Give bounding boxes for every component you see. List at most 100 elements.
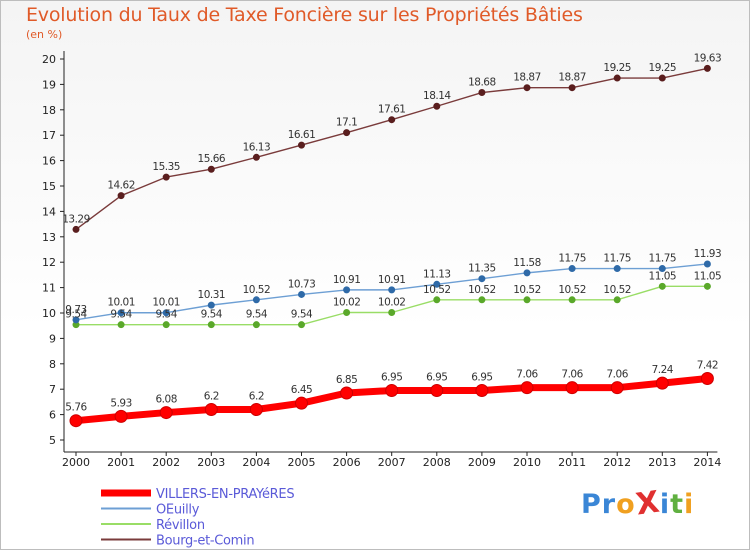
data-point bbox=[703, 260, 711, 268]
data-label: 13.29 bbox=[62, 213, 90, 225]
data-label: 11.93 bbox=[694, 248, 722, 260]
data-label: 19.25 bbox=[603, 62, 631, 74]
data-label: 11.75 bbox=[558, 253, 586, 265]
data-point bbox=[117, 309, 125, 317]
data-point bbox=[478, 89, 486, 97]
logo-letter: r bbox=[601, 489, 617, 520]
x-tick-label: 2009 bbox=[468, 456, 496, 469]
data-point bbox=[658, 265, 666, 273]
series-line-3 bbox=[75, 67, 708, 230]
data-label: 9.54 bbox=[246, 309, 268, 321]
y-tick-label: 13 bbox=[42, 231, 56, 244]
data-label: 11.13 bbox=[423, 268, 451, 280]
data-point bbox=[565, 381, 579, 395]
data-point bbox=[207, 165, 215, 173]
data-point bbox=[388, 308, 396, 316]
data-label: 6.85 bbox=[336, 374, 357, 386]
data-point bbox=[72, 225, 80, 233]
data-point bbox=[568, 265, 576, 273]
data-label: 10.52 bbox=[513, 284, 541, 296]
y-tick-label: 16 bbox=[42, 155, 56, 168]
data-label: 10.91 bbox=[333, 274, 361, 286]
data-label: 11.35 bbox=[468, 263, 496, 275]
y-tick-label: 14 bbox=[42, 205, 56, 218]
data-label: 6.95 bbox=[426, 371, 447, 383]
data-label: 10.73 bbox=[288, 278, 316, 290]
data-point bbox=[610, 381, 624, 395]
data-point bbox=[343, 129, 351, 137]
data-point bbox=[700, 372, 714, 386]
y-tick-label: 6 bbox=[49, 409, 56, 422]
data-point bbox=[658, 282, 666, 290]
data-label: 7.06 bbox=[607, 369, 629, 381]
x-tick-label: 2006 bbox=[333, 456, 361, 469]
data-label: 6.08 bbox=[156, 394, 177, 406]
data-point bbox=[703, 64, 711, 72]
data-label: 10.52 bbox=[423, 284, 451, 296]
data-label: 10.91 bbox=[378, 274, 406, 286]
data-point bbox=[117, 321, 125, 329]
x-tick-label: 2001 bbox=[107, 456, 135, 469]
data-point bbox=[703, 282, 711, 290]
x-tick-label: 2012 bbox=[603, 456, 631, 469]
data-label: 10.01 bbox=[152, 297, 180, 309]
y-tick-label: 10 bbox=[42, 307, 56, 320]
data-label: 11.58 bbox=[513, 257, 541, 269]
data-label: 19.63 bbox=[694, 52, 722, 64]
data-point bbox=[207, 301, 215, 309]
data-point bbox=[72, 316, 80, 324]
x-tick-label: 2014 bbox=[693, 456, 721, 469]
y-tick-label: 9 bbox=[49, 332, 56, 345]
y-tick-label: 11 bbox=[42, 282, 56, 295]
data-label: 18.68 bbox=[468, 77, 496, 89]
data-point bbox=[69, 414, 83, 428]
legend-label: VILLERS-EN-PRAYéRES bbox=[156, 487, 294, 502]
data-point bbox=[162, 309, 170, 317]
data-point bbox=[433, 296, 441, 304]
data-point bbox=[613, 74, 621, 82]
data-point bbox=[204, 403, 218, 417]
data-point bbox=[523, 269, 531, 277]
data-point bbox=[298, 321, 305, 329]
data-point bbox=[162, 173, 170, 181]
x-tick-label: 2002 bbox=[152, 456, 180, 469]
data-label: 10.31 bbox=[198, 289, 226, 301]
logo-letter: i bbox=[684, 489, 695, 520]
data-point bbox=[478, 275, 486, 283]
data-label: 14.62 bbox=[107, 180, 135, 192]
logo-letter: t bbox=[670, 489, 685, 520]
x-tick-label: 2004 bbox=[242, 456, 270, 469]
data-point bbox=[117, 192, 125, 200]
y-tick-label: 18 bbox=[42, 104, 56, 117]
data-point bbox=[343, 308, 351, 316]
data-point bbox=[523, 84, 531, 92]
data-label: 10.52 bbox=[468, 284, 496, 296]
x-tick-label: 2007 bbox=[378, 456, 406, 469]
data-point bbox=[385, 383, 399, 397]
data-label: 16.61 bbox=[288, 129, 316, 141]
data-point bbox=[478, 296, 486, 304]
data-point bbox=[159, 406, 173, 420]
data-label: 10.02 bbox=[333, 296, 361, 308]
data-label: 7.06 bbox=[516, 369, 538, 381]
data-point bbox=[433, 102, 441, 110]
data-point bbox=[475, 383, 489, 397]
data-point bbox=[252, 321, 260, 329]
logo-letter: o bbox=[616, 489, 636, 520]
x-tick-label: 2010 bbox=[513, 456, 541, 469]
data-label: 9.73 bbox=[65, 304, 86, 316]
data-label: 15.35 bbox=[152, 161, 180, 173]
data-label: 7.24 bbox=[652, 364, 674, 376]
data-point bbox=[388, 116, 396, 124]
data-point bbox=[568, 296, 576, 304]
data-label: 18.87 bbox=[513, 72, 541, 84]
data-label: 17.61 bbox=[378, 104, 406, 116]
data-label: 11.75 bbox=[603, 253, 631, 265]
logo-letter: i bbox=[659, 489, 671, 520]
legend-label: OEuilly bbox=[156, 503, 200, 518]
data-label: 10.52 bbox=[243, 284, 271, 296]
data-label: 19.25 bbox=[649, 62, 677, 74]
data-label: 6.2 bbox=[204, 391, 219, 403]
